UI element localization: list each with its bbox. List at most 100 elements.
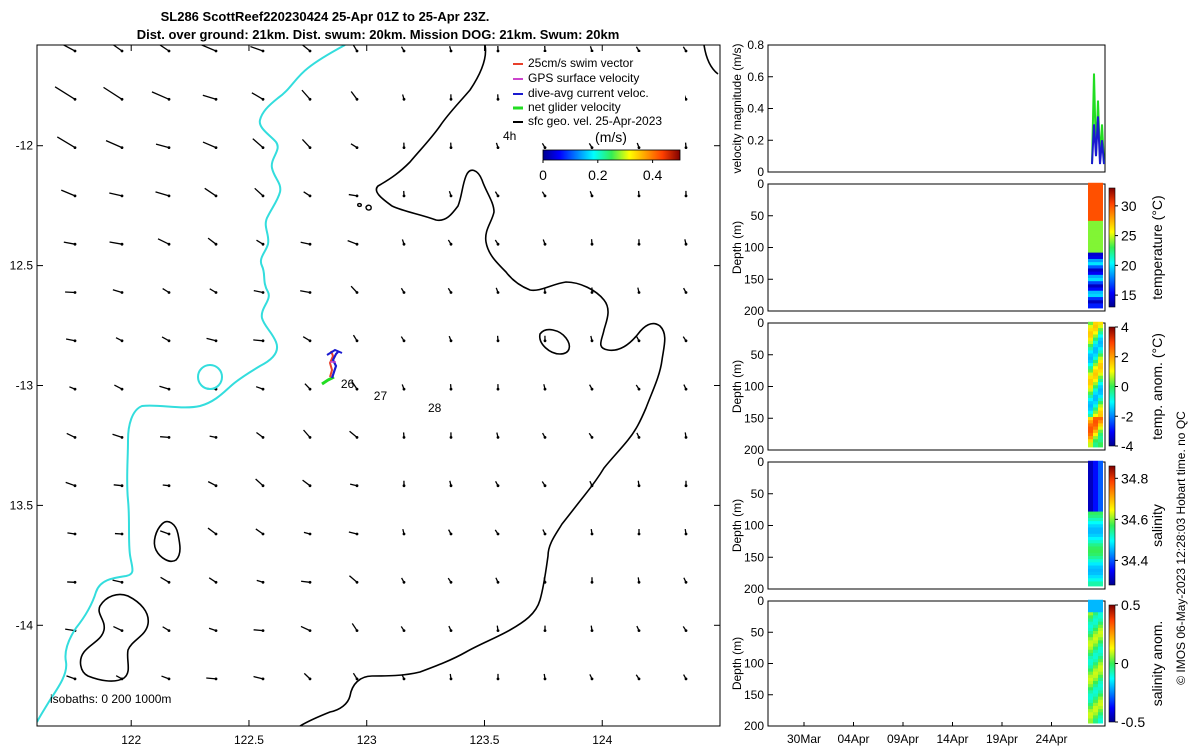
profile-cell xyxy=(1098,230,1103,236)
profile-cell xyxy=(1093,631,1098,636)
profile-cell xyxy=(1088,634,1093,640)
profile-cell xyxy=(1088,252,1093,258)
profile-cell xyxy=(1088,350,1093,356)
current-vector xyxy=(589,674,594,681)
profile-cell xyxy=(1093,426,1098,432)
surface-current-field xyxy=(54,45,688,681)
ts-colorbar-tick-label: 2 xyxy=(1121,349,1129,365)
profile-cell xyxy=(1098,417,1103,423)
ts-colorbar-tick-label: -4 xyxy=(1121,438,1134,454)
profile-cell xyxy=(1088,220,1093,226)
profile-cell xyxy=(1093,290,1098,296)
profile-cell xyxy=(1093,696,1098,702)
legend-item-sfc-geo: sfc geo. vel. 25-Apr-2023 xyxy=(513,114,662,128)
profile-cell xyxy=(1093,356,1098,362)
current-vector xyxy=(401,384,406,391)
current-vector xyxy=(496,625,500,632)
profile-cell xyxy=(1093,378,1098,384)
current-vector xyxy=(400,626,406,632)
current-vector xyxy=(301,89,312,101)
current-vector xyxy=(448,190,453,198)
current-vector xyxy=(542,529,547,536)
profile-cell xyxy=(1088,230,1093,236)
profile-cell xyxy=(1093,517,1098,523)
profile-cell xyxy=(1093,540,1098,546)
profile-cell xyxy=(1093,204,1098,210)
profile-cell xyxy=(1093,404,1098,410)
current-vector xyxy=(69,386,77,391)
current-vector xyxy=(105,140,124,150)
profile-cell xyxy=(1093,239,1098,245)
profile-cell xyxy=(1093,559,1098,565)
profile-cell xyxy=(1088,540,1093,546)
profile-cell xyxy=(1088,581,1093,587)
profile-cell xyxy=(1093,265,1098,271)
profile-cell xyxy=(1098,363,1103,369)
profile-cell xyxy=(1088,417,1093,423)
profile-cell xyxy=(1098,220,1103,226)
isobath-southwest xyxy=(79,593,150,682)
ts-x-tick-label: 14Apr xyxy=(936,732,968,746)
ts-y-tick-label: 50 xyxy=(751,487,765,501)
profile-cell xyxy=(1088,303,1093,309)
current-vector xyxy=(112,433,124,439)
current-vector xyxy=(158,45,171,53)
profile-cell xyxy=(1093,211,1098,217)
current-vector xyxy=(494,529,500,536)
profile-cell xyxy=(1088,410,1093,416)
profile-cell xyxy=(1093,618,1098,624)
profile-cell xyxy=(1088,372,1093,378)
profile-cell xyxy=(1093,627,1098,633)
profile-cell xyxy=(1098,643,1103,649)
current-vector xyxy=(588,143,594,150)
legend-label: 25cm/s swim vector xyxy=(528,56,633,70)
current-vector xyxy=(65,291,77,294)
profile-cell xyxy=(1088,671,1093,677)
profile-cell xyxy=(1098,401,1103,407)
current-vector xyxy=(253,629,265,632)
current-vector xyxy=(590,335,594,343)
profile-cell xyxy=(1088,214,1093,220)
profile-cell xyxy=(1093,274,1098,280)
current-vector xyxy=(635,384,641,391)
profile-cell xyxy=(1088,559,1093,565)
profile-cell xyxy=(1088,337,1093,343)
map-colorbar-tick-label: 0.2 xyxy=(588,167,608,183)
current-vector xyxy=(637,239,641,246)
profile-cell xyxy=(1098,268,1103,274)
current-vector xyxy=(449,46,453,53)
profile-cell xyxy=(1093,476,1098,482)
profile-cell xyxy=(1088,536,1093,542)
profile-cell xyxy=(1088,699,1093,705)
map-colorbar xyxy=(542,149,681,161)
profile-cell xyxy=(1088,407,1093,413)
profile-cell xyxy=(1098,631,1103,636)
current-vector xyxy=(161,336,171,343)
profile-cell xyxy=(1098,479,1103,485)
profile-cell xyxy=(1088,185,1093,191)
current-vector xyxy=(160,530,171,536)
profile-cell xyxy=(1093,668,1098,674)
profile-cell xyxy=(1093,252,1098,258)
map-y-tick-label: -14 xyxy=(16,618,34,632)
profile-cell xyxy=(1093,328,1098,334)
profile-cell xyxy=(1098,546,1103,552)
current-vector xyxy=(204,187,218,198)
profile-cell xyxy=(1098,502,1103,508)
current-vector xyxy=(494,191,500,198)
current-vector xyxy=(112,289,124,294)
ts-y-tick-label: 150 xyxy=(744,411,764,425)
profile-cell xyxy=(1093,243,1098,249)
profile-cell xyxy=(1098,350,1103,356)
profile-cell xyxy=(1088,255,1093,261)
profile-cell xyxy=(1098,366,1103,372)
current-vector xyxy=(209,288,218,294)
profile-cell xyxy=(1098,486,1103,492)
profile-cell xyxy=(1093,420,1098,426)
map-legend: 25cm/s swim vector GPS surface velocity … xyxy=(510,52,685,183)
profile-cell xyxy=(1098,375,1103,381)
profile-cell xyxy=(1093,612,1098,618)
ts-colorbar-tick-label: 25 xyxy=(1121,228,1137,244)
profile-cell xyxy=(1093,546,1098,552)
isobath-south-reef xyxy=(153,520,181,563)
